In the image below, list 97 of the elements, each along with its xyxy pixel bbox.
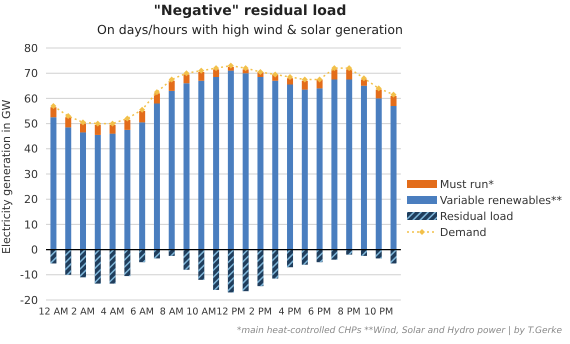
y-tick-label: 60 bbox=[24, 92, 38, 106]
bar bbox=[65, 117, 72, 128]
point bbox=[110, 120, 116, 127]
point bbox=[154, 89, 160, 96]
bar bbox=[346, 69, 352, 80]
y-tick-label: 20 bbox=[24, 193, 38, 206]
bar bbox=[360, 86, 367, 250]
bar bbox=[346, 80, 352, 250]
point bbox=[124, 116, 130, 122]
y-tick-label: 40 bbox=[24, 142, 38, 156]
bar bbox=[287, 84, 294, 250]
bar bbox=[50, 107, 56, 118]
bar bbox=[124, 120, 130, 130]
bar bbox=[139, 122, 146, 250]
y-tick-label: 50 bbox=[24, 118, 38, 131]
legend-label: Variable renewables** bbox=[440, 194, 562, 206]
bar bbox=[154, 103, 160, 250]
y-tick-label: 80 bbox=[24, 42, 38, 55]
bar bbox=[198, 72, 204, 81]
bar bbox=[168, 90, 175, 250]
point bbox=[168, 76, 175, 82]
bar bbox=[390, 106, 397, 250]
x-tick-label: 8 PM bbox=[338, 306, 361, 318]
bar bbox=[360, 80, 367, 86]
point bbox=[346, 65, 352, 72]
y-tick-label: 0 bbox=[31, 244, 38, 257]
x-tick-label: 2 PM bbox=[248, 306, 272, 318]
x-tick-label: 2 AM bbox=[71, 306, 95, 318]
bar bbox=[390, 96, 397, 106]
bar bbox=[80, 124, 86, 132]
bar bbox=[124, 130, 130, 250]
point bbox=[257, 68, 264, 75]
point bbox=[272, 71, 278, 78]
point bbox=[50, 102, 56, 109]
x-tick-label: 12 PM bbox=[216, 306, 246, 318]
bar bbox=[110, 134, 116, 250]
y-tick-label: 10 bbox=[24, 218, 38, 232]
bar bbox=[228, 70, 234, 250]
bar bbox=[110, 124, 116, 134]
x-tick-label: 6 AM bbox=[130, 306, 154, 318]
point bbox=[316, 76, 323, 82]
point bbox=[331, 65, 338, 72]
bar bbox=[376, 98, 382, 250]
y-tick-label: -10 bbox=[20, 268, 38, 282]
chart-subtitle: On days/hours with high wind & solar generation bbox=[96, 22, 404, 37]
bar bbox=[302, 90, 308, 250]
bar bbox=[242, 73, 249, 250]
y-tick-label: -20 bbox=[20, 294, 38, 307]
point bbox=[198, 68, 204, 74]
x-tick-label: 8 AM bbox=[160, 306, 184, 318]
bar bbox=[213, 69, 220, 77]
bar bbox=[213, 76, 220, 250]
bar bbox=[80, 132, 86, 250]
bar bbox=[331, 80, 338, 250]
point bbox=[360, 75, 367, 82]
bar bbox=[184, 74, 190, 84]
point bbox=[242, 65, 249, 72]
legend-label: Must run* bbox=[440, 178, 494, 190]
x-tick-label: 10 PM bbox=[364, 306, 394, 318]
point bbox=[65, 113, 72, 120]
bar bbox=[94, 134, 101, 250]
legend-label: Residual load bbox=[440, 210, 514, 222]
bar bbox=[139, 111, 146, 122]
point bbox=[376, 85, 382, 92]
bar bbox=[154, 93, 160, 104]
bar bbox=[65, 127, 72, 250]
chart-title: "Negative" residual load bbox=[152, 3, 348, 19]
x-tick-label: 4 PM bbox=[278, 306, 302, 318]
point bbox=[228, 62, 234, 69]
point bbox=[286, 74, 293, 80]
y-tick-label: 70 bbox=[24, 67, 38, 80]
y-axis-title: Electricity generation in GW bbox=[0, 99, 13, 254]
x-tick-label: 12 AM bbox=[38, 306, 68, 318]
legend-label: Demand bbox=[440, 226, 487, 238]
point bbox=[302, 76, 308, 82]
y-tick-label: 30 bbox=[24, 168, 38, 181]
bar bbox=[302, 80, 308, 90]
bar bbox=[198, 80, 204, 250]
bar bbox=[257, 76, 264, 250]
bar bbox=[287, 78, 294, 85]
bar bbox=[316, 88, 323, 250]
bar bbox=[50, 117, 56, 250]
bar bbox=[184, 83, 190, 250]
bar bbox=[94, 124, 101, 135]
point bbox=[390, 92, 396, 98]
bar bbox=[376, 90, 382, 98]
bar bbox=[272, 80, 278, 250]
x-tick-label: 10 AM bbox=[186, 306, 216, 318]
point bbox=[183, 70, 190, 76]
point bbox=[94, 120, 101, 127]
x-tick-label: 4 AM bbox=[100, 306, 124, 318]
bar bbox=[331, 69, 338, 80]
point bbox=[213, 65, 220, 72]
point bbox=[80, 119, 86, 126]
point bbox=[139, 106, 146, 113]
x-tick-label: 6 PM bbox=[308, 306, 332, 318]
text: *main heat-controlled CHPs **Wind, Solar and Hydro power | by T.Gerke bbox=[236, 326, 562, 336]
